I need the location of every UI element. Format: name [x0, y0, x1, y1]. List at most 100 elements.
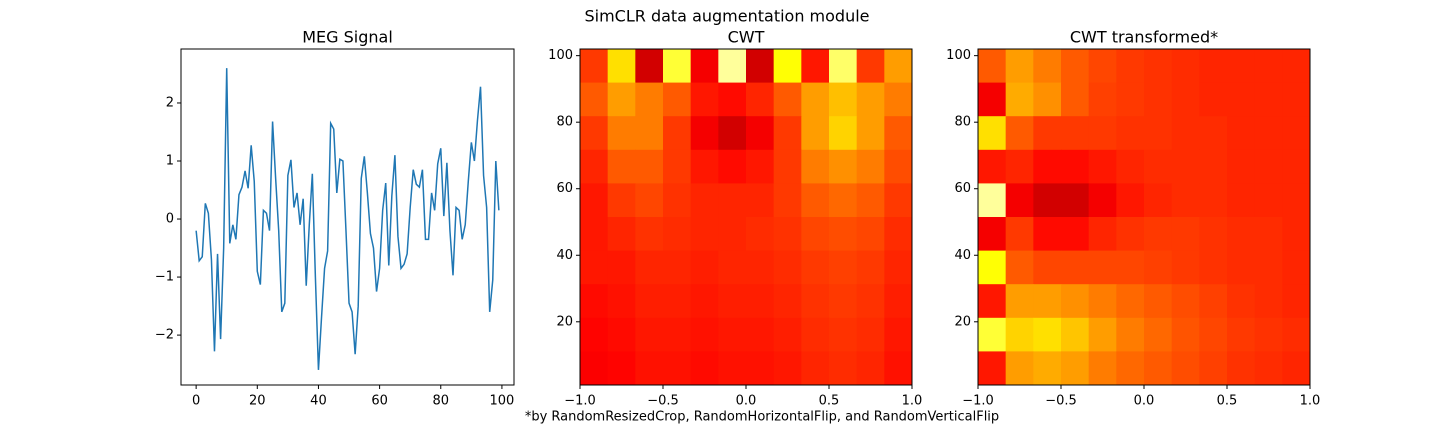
heat-cell	[829, 284, 858, 319]
heat-cell	[1061, 317, 1090, 352]
heat-cell	[1171, 217, 1200, 252]
heat-cell	[801, 116, 830, 151]
heat-cell	[1033, 116, 1062, 151]
heat-cell	[1282, 49, 1311, 84]
heat-cell	[1171, 284, 1200, 319]
y-tick-label: 0	[166, 212, 174, 227]
heat-cell	[746, 284, 775, 319]
heat-cell	[1061, 183, 1090, 218]
heat-cell	[856, 317, 885, 352]
heat-cell	[718, 82, 747, 117]
heat-cell	[580, 284, 609, 319]
heat-cell	[1254, 250, 1283, 285]
heat-cell	[1033, 250, 1062, 285]
axes-title: MEG Signal	[302, 28, 393, 47]
heat-cell	[690, 82, 719, 117]
heat-cell	[1033, 49, 1062, 84]
heat-cell	[1282, 217, 1311, 252]
heat-cell	[690, 183, 719, 218]
x-tick-label: −0.5	[647, 394, 679, 409]
heat-cell	[690, 317, 719, 352]
heat-cell	[746, 116, 775, 151]
x-tick-label: 40	[310, 394, 327, 409]
heat-cell	[1254, 351, 1283, 386]
heat-cell	[746, 82, 775, 117]
heat-cell	[773, 284, 802, 319]
heat-cell	[773, 250, 802, 285]
y-tick-label: 80	[556, 115, 573, 130]
heat-cell	[1116, 250, 1145, 285]
heat-cell	[1199, 284, 1228, 319]
heat-cell	[856, 217, 885, 252]
heat-cell	[1254, 183, 1283, 218]
heat-cell	[1033, 149, 1062, 184]
heat-cell	[718, 217, 747, 252]
heat-cell	[607, 116, 636, 151]
heat-cell	[663, 49, 692, 84]
heat-cell	[1005, 317, 1034, 352]
heat-cell	[718, 250, 747, 285]
heat-cell	[1061, 217, 1090, 252]
heat-cell	[746, 317, 775, 352]
heat-cell	[1088, 149, 1117, 184]
heat-cell	[829, 250, 858, 285]
heat-cell	[829, 317, 858, 352]
heat-cell	[690, 284, 719, 319]
axes-title: CWT	[728, 28, 765, 47]
x-tick-label: −0.5	[1045, 394, 1077, 409]
heat-cell	[1282, 250, 1311, 285]
y-tick-label: 1	[166, 154, 174, 169]
heat-cell	[580, 183, 609, 218]
heat-cell	[801, 217, 830, 252]
heat-cell	[1199, 149, 1228, 184]
heat-cell	[580, 351, 609, 386]
heat-cell	[663, 351, 692, 386]
heat-cell	[801, 317, 830, 352]
heat-cell	[663, 250, 692, 285]
heat-cell	[746, 49, 775, 84]
heat-cell	[635, 49, 664, 84]
heat-cell	[1144, 284, 1173, 319]
x-tick-label: 1.0	[902, 394, 923, 409]
heat-cell	[1116, 116, 1145, 151]
heat-cell	[1005, 284, 1034, 319]
heat-cell	[1171, 82, 1200, 117]
heat-cell	[1005, 49, 1034, 84]
y-tick-label: 60	[556, 181, 573, 196]
heat-cell	[1282, 351, 1311, 386]
heat-cell	[635, 284, 664, 319]
heat-cell	[1144, 149, 1173, 184]
heat-cell	[1227, 284, 1256, 319]
heat-cell	[884, 49, 913, 84]
heat-cell	[635, 250, 664, 285]
heat-cell	[718, 183, 747, 218]
heat-cell	[773, 351, 802, 386]
x-tick-label: −1.0	[564, 394, 596, 409]
heat-cell	[1227, 183, 1256, 218]
heat-cell	[1005, 82, 1034, 117]
heat-cell	[1005, 250, 1034, 285]
y-tick-label: 40	[556, 248, 573, 263]
heat-cell	[978, 49, 1007, 84]
heat-cell	[1005, 149, 1034, 184]
heat-cell	[718, 149, 747, 184]
heat-cell	[1088, 49, 1117, 84]
heat-cell	[829, 82, 858, 117]
heat-cell	[978, 183, 1007, 218]
heat-cell	[978, 351, 1007, 386]
heat-cell	[829, 183, 858, 218]
x-tick-label: 0.5	[819, 394, 840, 409]
heat-cell	[884, 217, 913, 252]
heat-cell	[1061, 250, 1090, 285]
heat-cell	[773, 116, 802, 151]
heat-cell	[1144, 49, 1173, 84]
axes-title: CWT transformed*	[1070, 28, 1218, 47]
heat-cell	[1254, 116, 1283, 151]
heat-cell	[1144, 82, 1173, 117]
heat-cell	[1033, 82, 1062, 117]
heat-cell	[856, 116, 885, 151]
heat-cell	[978, 116, 1007, 151]
heat-cell	[607, 317, 636, 352]
heat-cell	[1088, 82, 1117, 117]
heat-cell	[607, 149, 636, 184]
